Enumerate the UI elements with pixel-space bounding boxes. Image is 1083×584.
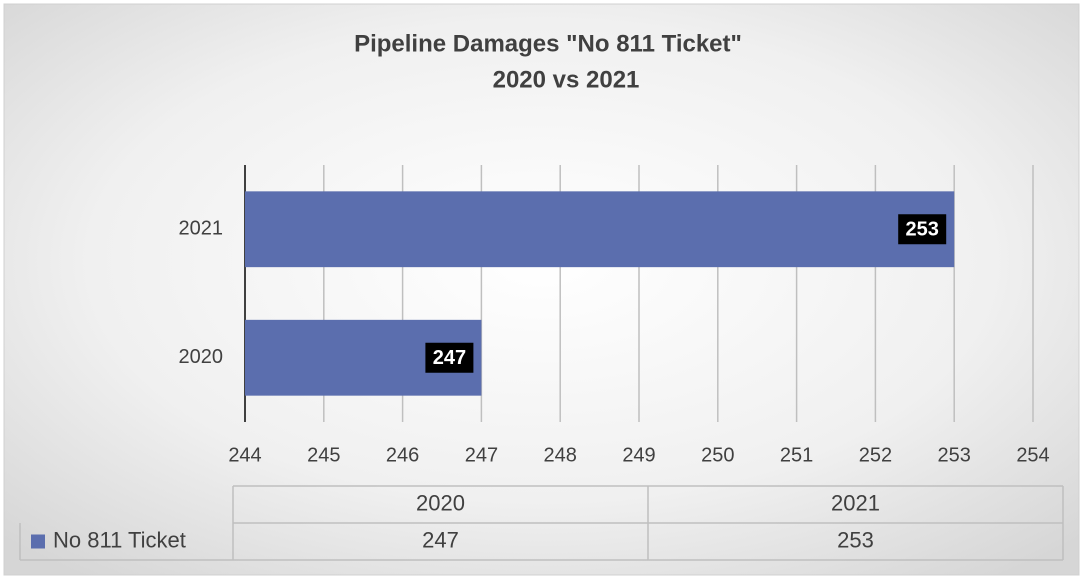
table-value: 253 <box>837 527 874 552</box>
data-label: 253 <box>906 219 939 241</box>
table-header: 2020 <box>416 490 465 515</box>
chart-background <box>3 3 1080 576</box>
legend-swatch <box>31 534 45 549</box>
data-label-box <box>425 342 474 373</box>
y-tick-label: 2021 <box>179 218 224 240</box>
x-tick-label: 251 <box>780 444 813 466</box>
x-tick-label: 248 <box>544 444 577 466</box>
table-value: 247 <box>422 527 459 552</box>
x-tick-label: 252 <box>859 444 892 466</box>
x-tick-label: 254 <box>1016 444 1049 466</box>
legend-label: No 811 Ticket <box>53 527 186 552</box>
x-tick-label: 249 <box>622 444 655 466</box>
x-tick-label: 250 <box>701 444 734 466</box>
chart-title: Pipeline Damages "No 811 Ticket" <box>354 30 742 57</box>
x-tick-label: 244 <box>228 444 261 466</box>
x-tick-label: 253 <box>938 444 971 466</box>
data-label-box <box>898 214 947 245</box>
y-tick-label: 2020 <box>179 346 224 368</box>
bar <box>245 191 955 268</box>
table-header: 2021 <box>831 490 880 515</box>
data-label: 247 <box>433 347 466 369</box>
x-tick-label: 246 <box>386 444 419 466</box>
chart-title: 2020 vs 2021 <box>493 66 640 93</box>
x-tick-label: 247 <box>465 444 498 466</box>
x-tick-label: 245 <box>307 444 340 466</box>
